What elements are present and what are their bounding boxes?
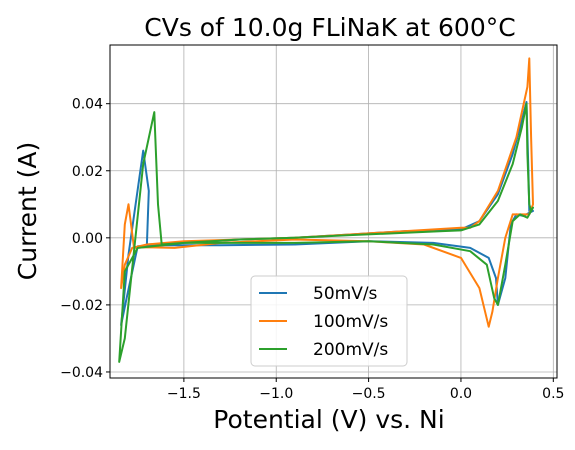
- y-tick-label: −0.02: [60, 298, 103, 314]
- x-tick-label: −1.0: [259, 386, 293, 402]
- chart-title: CVs of 10.0g FLiNaK at 600°C: [144, 13, 515, 42]
- legend-label: 200mV/s: [313, 340, 388, 360]
- grid-lines: [110, 45, 557, 378]
- y-tick-label: 0.00: [72, 231, 103, 247]
- x-axis-ticks: −1.5 −1.0 −0.5 0.0 0.5: [167, 378, 564, 402]
- series-line-1: [120, 57, 534, 328]
- plot-frame: [109, 44, 558, 379]
- legend-label: 50mV/s: [313, 284, 378, 304]
- x-tick-label: 0.0: [450, 386, 472, 402]
- legend-box: [250, 275, 408, 367]
- y-tick-label: 0.04: [72, 97, 103, 113]
- y-tick-label: 0.02: [72, 164, 103, 180]
- legend: 50mV/s 100mV/s 200mV/s: [250, 275, 408, 367]
- x-axis-label: Potential (V) vs. Ni: [213, 405, 444, 434]
- x-tick-label: 0.5: [542, 386, 564, 402]
- series-layer: [118, 57, 534, 363]
- y-axis-label: Current (A): [13, 142, 42, 280]
- legend-label: 100mV/s: [313, 312, 388, 332]
- y-axis-ticks: −0.04 −0.02 0.00 0.02 0.04: [60, 97, 110, 381]
- x-tick-label: −0.5: [352, 386, 386, 402]
- x-tick-label: −1.5: [167, 386, 201, 402]
- series-line-2: [118, 102, 534, 363]
- y-tick-label: −0.04: [60, 365, 103, 381]
